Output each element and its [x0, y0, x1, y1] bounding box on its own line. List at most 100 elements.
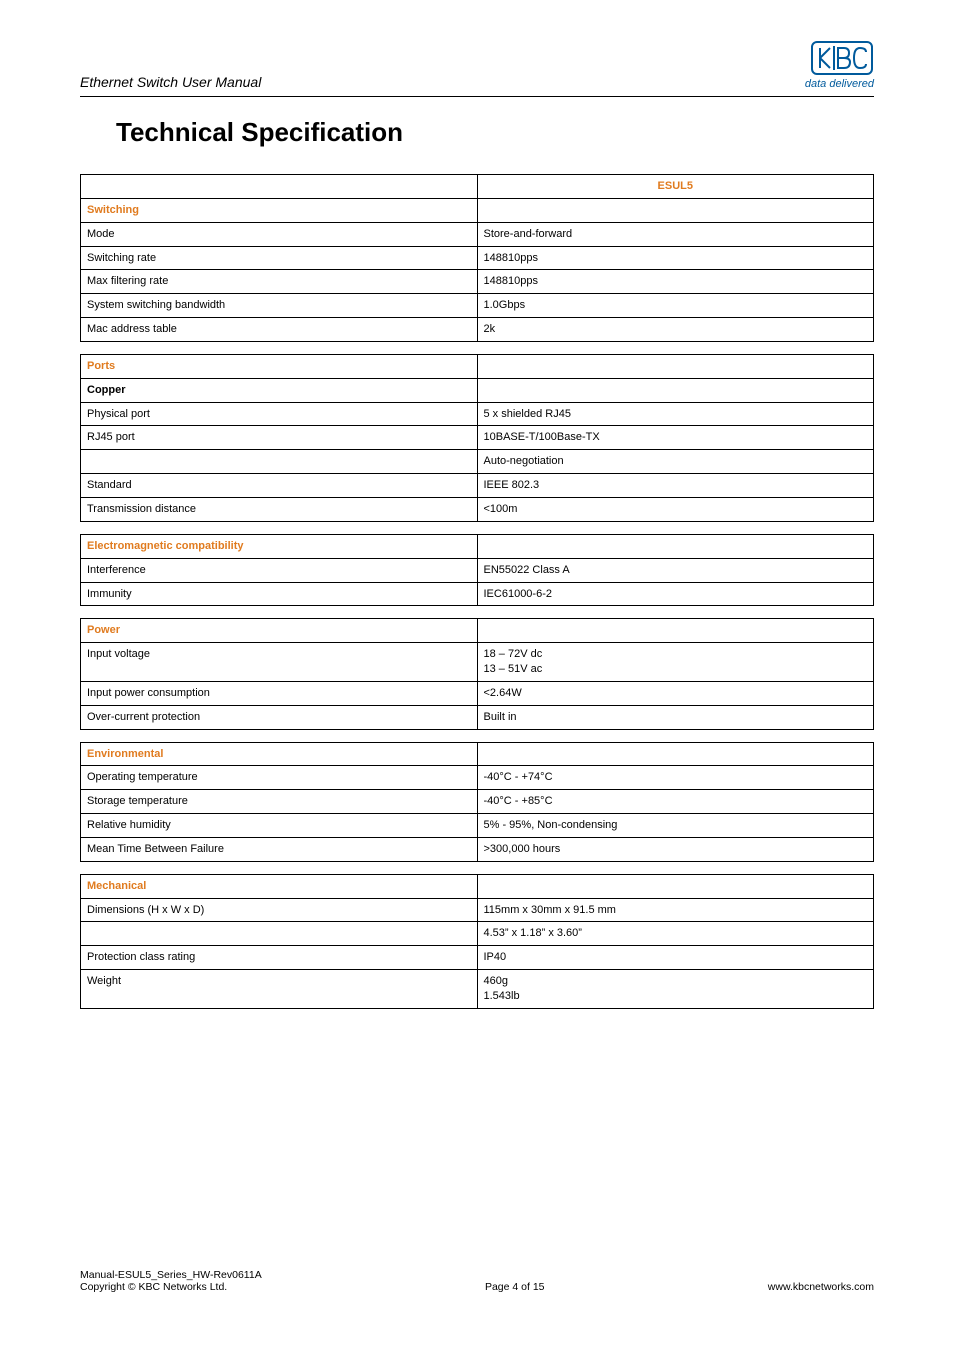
row-value: Store-and-forward [477, 222, 874, 246]
row-label: Transmission distance [81, 497, 478, 521]
table-row: Physical port5 x shielded RJ45 [81, 402, 874, 426]
section-head-ports: Ports [81, 354, 478, 378]
row-value: 460g 1.543lb [477, 970, 874, 1009]
table-row: Transmission distance<100m [81, 497, 874, 521]
row-value: -40°C - +85°C [477, 790, 874, 814]
switching-table: ESUL5 Switching ModeStore-and-forward Sw… [80, 174, 874, 342]
row-label: Immunity [81, 582, 478, 606]
row-value: 5 x shielded RJ45 [477, 402, 874, 426]
row-label: Weight [81, 970, 478, 1009]
table-row: Relative humidity5% - 95%, Non-condensin… [81, 814, 874, 838]
row-value: 148810pps [477, 246, 874, 270]
row-label: Over-current protection [81, 705, 478, 729]
table-row: Over-current protectionBuilt in [81, 705, 874, 729]
table-row: StandardIEEE 802.3 [81, 474, 874, 498]
section-head-switching: Switching [81, 198, 478, 222]
page-title: Technical Specification [116, 117, 874, 148]
ports-table: Ports Copper Physical port5 x shielded R… [80, 354, 874, 522]
logo: data delivered [805, 40, 874, 90]
footer-right: www.kbcnetworks.com [768, 1281, 874, 1293]
kbc-logo-icon [810, 40, 874, 76]
table-row: Switching rate148810pps [81, 246, 874, 270]
empty-cell [477, 534, 874, 558]
empty-cell [477, 742, 874, 766]
value-line2: 13 – 51V ac [484, 663, 543, 675]
row-value: >300,000 hours [477, 837, 874, 861]
table-row: Protection class ratingIP40 [81, 946, 874, 970]
row-label: Physical port [81, 402, 478, 426]
blank-cell [81, 175, 478, 199]
section-head-mechanical: Mechanical [81, 874, 478, 898]
value-line2: 1.543lb [484, 990, 520, 1002]
row-label: System switching bandwidth [81, 294, 478, 318]
row-label: Relative humidity [81, 814, 478, 838]
table-row: Mean Time Between Failure>300,000 hours [81, 837, 874, 861]
footer-copyright: Copyright © KBC Networks Ltd. [80, 1281, 227, 1293]
row-label: Input voltage [81, 643, 478, 682]
row-value: EN55022 Class A [477, 558, 874, 582]
empty-cell [477, 619, 874, 643]
section-head-power: Power [81, 619, 478, 643]
table-row: ImmunityIEC61000-6-2 [81, 582, 874, 606]
table-row: Max filtering rate148810pps [81, 270, 874, 294]
row-value: IEEE 802.3 [477, 474, 874, 498]
row-label: RJ45 port [81, 426, 478, 450]
table-row: Mac address table2k [81, 318, 874, 342]
row-label: Storage temperature [81, 790, 478, 814]
row-label: Protection class rating [81, 946, 478, 970]
empty-cell [477, 198, 874, 222]
environmental-table: Environmental Operating temperature-40°C… [80, 742, 874, 862]
row-value: 115mm x 30mm x 91.5 mm [477, 898, 874, 922]
row-value: 2k [477, 318, 874, 342]
row-value: IP40 [477, 946, 874, 970]
row-value: Auto-negotiation [477, 450, 874, 474]
row-value: -40°C - +74°C [477, 766, 874, 790]
page-header: Ethernet Switch User Manual data deliver… [80, 40, 874, 97]
row-value: 4.53” x 1.18” x 3.60” [477, 922, 874, 946]
table-row: Input voltage 18 – 72V dc 13 – 51V ac [81, 643, 874, 682]
table-row: 4.53” x 1.18” x 3.60” [81, 922, 874, 946]
table-row: Storage temperature-40°C - +85°C [81, 790, 874, 814]
table-row: ModeStore-and-forward [81, 222, 874, 246]
row-value: 18 – 72V dc 13 – 51V ac [477, 643, 874, 682]
table-row: System switching bandwidth1.0Gbps [81, 294, 874, 318]
empty-cell [477, 874, 874, 898]
footer-manual-ref: Manual-ESUL5_Series_HW-Rev0611A [80, 1269, 262, 1281]
row-value: <2.64W [477, 681, 874, 705]
product-column-header: ESUL5 [477, 175, 874, 199]
empty-cell [477, 378, 874, 402]
row-label: Mac address table [81, 318, 478, 342]
table-row: Auto-negotiation [81, 450, 874, 474]
page-footer: Manual-ESUL5_Series_HW-Rev0611A Copyrigh… [80, 1269, 874, 1293]
row-label: Mode [81, 222, 478, 246]
row-value: <100m [477, 497, 874, 521]
table-row: Input power consumption<2.64W [81, 681, 874, 705]
row-label [81, 922, 478, 946]
table-row: InterferenceEN55022 Class A [81, 558, 874, 582]
logo-tagline: data delivered [805, 78, 874, 90]
row-label: Dimensions (H x W x D) [81, 898, 478, 922]
table-row: Dimensions (H x W x D)115mm x 30mm x 91.… [81, 898, 874, 922]
row-label: Switching rate [81, 246, 478, 270]
power-table: Power Input voltage 18 – 72V dc 13 – 51V… [80, 618, 874, 729]
table-row: Operating temperature-40°C - +74°C [81, 766, 874, 790]
section-head-environmental: Environmental [81, 742, 478, 766]
row-value: 10BASE-T/100Base-TX [477, 426, 874, 450]
row-value: 1.0Gbps [477, 294, 874, 318]
table-row: RJ45 port10BASE-T/100Base-TX [81, 426, 874, 450]
row-value: Built in [477, 705, 874, 729]
row-label [81, 450, 478, 474]
value-line1: 460g [484, 975, 508, 987]
footer-center: Page 4 of 15 [485, 1281, 545, 1293]
row-value: IEC61000-6-2 [477, 582, 874, 606]
section-head-emc: Electromagnetic compatibility [81, 534, 478, 558]
row-label: Standard [81, 474, 478, 498]
emc-table: Electromagnetic compatibility Interferen… [80, 534, 874, 607]
row-label: Mean Time Between Failure [81, 837, 478, 861]
row-label: Interference [81, 558, 478, 582]
table-row: Weight 460g 1.543lb [81, 970, 874, 1009]
row-label: Input power consumption [81, 681, 478, 705]
row-value: 5% - 95%, Non-condensing [477, 814, 874, 838]
row-label: Operating temperature [81, 766, 478, 790]
sub-head-copper: Copper [81, 378, 478, 402]
